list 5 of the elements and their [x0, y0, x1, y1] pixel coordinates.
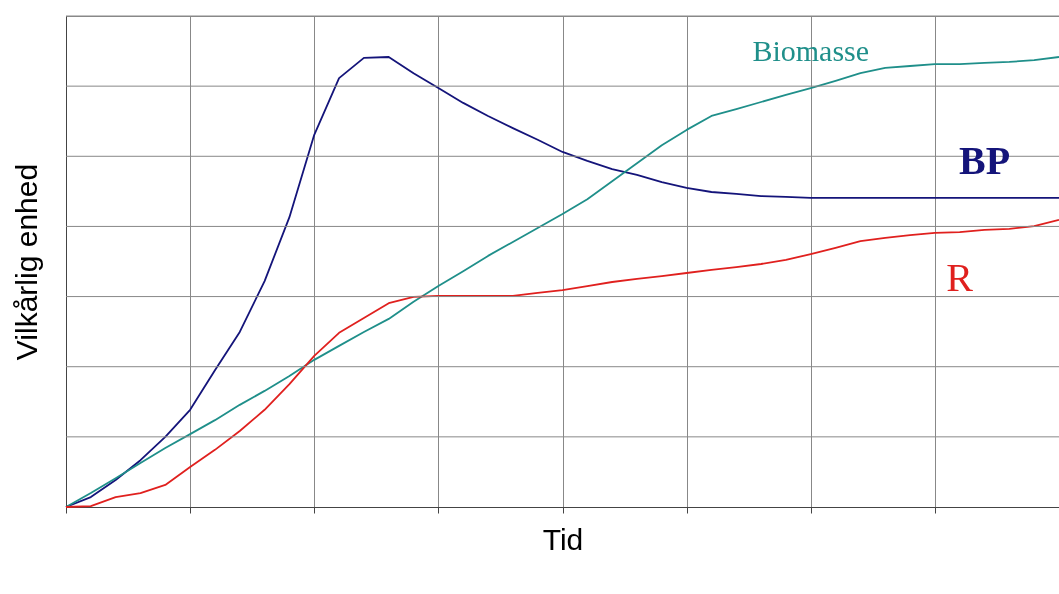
series-label: R: [946, 255, 974, 301]
series-label: Biomasse: [752, 34, 870, 68]
series-label: BP: [958, 137, 1011, 183]
x-axis-title: Tid: [542, 523, 584, 556]
y-axis-title: Vilkårlig enhed: [9, 163, 43, 361]
